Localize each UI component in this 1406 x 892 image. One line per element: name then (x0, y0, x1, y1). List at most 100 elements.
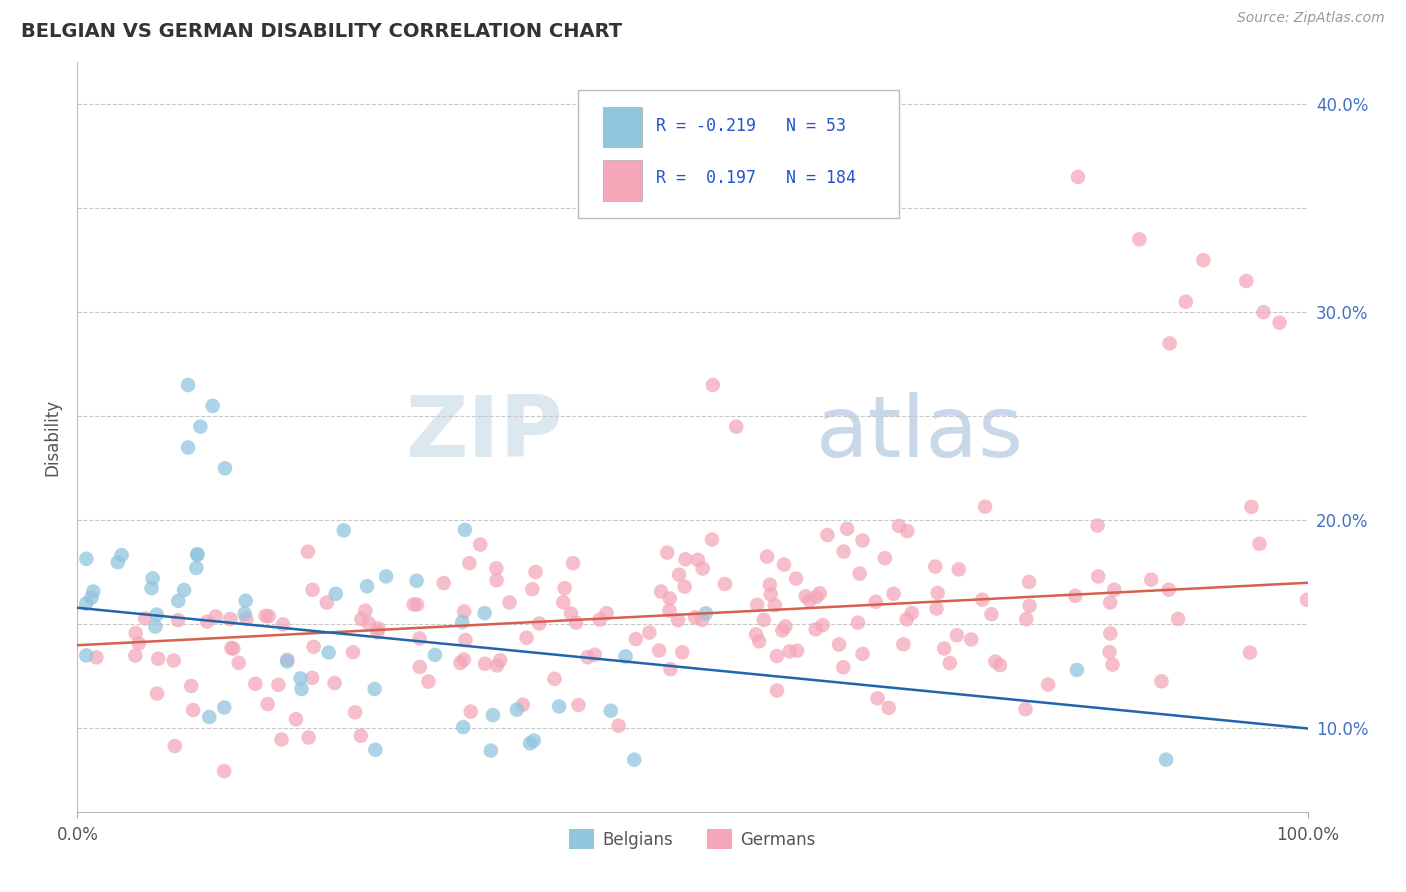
Point (245, 676, 267, 690)
Point (1249, 537, 1271, 551)
Point (86, 650, 108, 665)
Point (254, 608, 277, 623)
Point (638, 625, 661, 640)
Bar (603, 160, 643, 201)
Point (453, 652, 475, 666)
Point (1064, 589, 1087, 603)
Point (482, 708, 505, 723)
Point (690, 613, 713, 627)
Point (1174, 294, 1197, 309)
Point (832, 544, 855, 558)
Point (451, 615, 474, 629)
Point (146, 687, 169, 701)
Point (877, 701, 900, 715)
Point (673, 580, 696, 594)
Point (458, 556, 481, 570)
Point (1087, 518, 1109, 533)
Point (576, 650, 599, 665)
Point (474, 606, 496, 620)
Point (124, 648, 146, 663)
Point (167, 594, 190, 608)
Point (474, 657, 496, 671)
Point (1087, 569, 1109, 583)
Point (342, 645, 364, 659)
Point (235, 612, 257, 626)
Point (866, 691, 889, 706)
Point (770, 624, 793, 638)
Point (896, 524, 918, 538)
Point (219, 612, 242, 626)
Point (228, 656, 250, 670)
Point (1157, 582, 1180, 597)
Point (752, 613, 775, 627)
Point (756, 549, 779, 564)
Point (828, 638, 851, 652)
Point (668, 567, 690, 582)
Point (363, 681, 385, 696)
Point (657, 546, 679, 560)
Text: R = -0.219   N = 53: R = -0.219 N = 53 (655, 117, 845, 135)
Point (529, 616, 551, 631)
Point (565, 615, 588, 630)
Point (925, 601, 948, 615)
Point (1067, 169, 1090, 184)
Point (624, 632, 647, 646)
Point (214, 461, 236, 475)
Point (512, 698, 534, 712)
Point (1296, 592, 1319, 607)
Point (659, 662, 682, 676)
Point (177, 378, 200, 392)
Point (297, 544, 319, 558)
Point (163, 654, 186, 668)
Point (186, 561, 208, 575)
Legend: Belgians, Germans: Belgians, Germans (562, 822, 823, 855)
Point (1192, 253, 1215, 268)
Point (1154, 753, 1177, 767)
Point (506, 703, 529, 717)
Point (759, 587, 782, 601)
Point (141, 581, 163, 595)
Point (948, 562, 970, 576)
Point (522, 582, 544, 597)
Point (763, 598, 786, 612)
Point (901, 606, 924, 620)
Point (235, 593, 257, 607)
Point (489, 653, 512, 667)
Point (683, 610, 706, 624)
Point (567, 698, 589, 712)
Point (301, 671, 323, 685)
Point (747, 598, 769, 612)
Point (188, 419, 212, 434)
Point (107, 555, 129, 569)
Point (1167, 612, 1189, 626)
Point (725, 419, 748, 434)
Point (1101, 657, 1123, 672)
Point (873, 551, 896, 566)
Point (290, 672, 312, 686)
Point (75, 597, 97, 611)
Point (180, 679, 202, 693)
Point (562, 556, 585, 570)
Point (344, 706, 367, 720)
Point (405, 574, 427, 588)
Point (686, 553, 709, 567)
Point (1140, 573, 1163, 587)
Point (560, 607, 582, 621)
Point (375, 569, 398, 583)
Point (198, 710, 221, 724)
Point (714, 577, 737, 591)
Point (402, 598, 425, 612)
Point (356, 579, 378, 593)
Point (354, 604, 377, 618)
Point (145, 619, 167, 633)
Point (695, 607, 717, 621)
Point (449, 656, 471, 670)
Point (817, 528, 839, 542)
Point (433, 576, 456, 591)
Point (946, 628, 969, 642)
Point (553, 595, 575, 609)
Point (276, 654, 298, 668)
Point (785, 572, 807, 586)
Point (485, 561, 508, 575)
Point (883, 587, 905, 601)
